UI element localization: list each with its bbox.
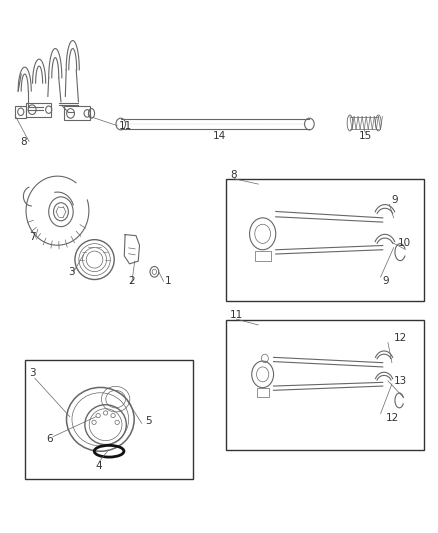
Text: 9: 9 <box>383 277 389 286</box>
Bar <box>26 103 51 117</box>
Bar <box>226 320 424 450</box>
Text: 12: 12 <box>394 333 407 343</box>
Bar <box>226 179 424 301</box>
Text: 8: 8 <box>230 170 237 180</box>
Text: 9: 9 <box>392 195 398 205</box>
Bar <box>25 360 193 479</box>
Bar <box>64 107 90 120</box>
Bar <box>255 251 271 262</box>
Bar <box>257 388 269 397</box>
Text: 7: 7 <box>29 232 36 243</box>
Text: 11: 11 <box>119 120 132 131</box>
Text: 2: 2 <box>128 276 135 286</box>
Text: 8: 8 <box>20 136 27 147</box>
Text: 10: 10 <box>398 238 411 247</box>
Text: 6: 6 <box>46 434 53 445</box>
Text: 3: 3 <box>68 267 75 277</box>
Text: 14: 14 <box>212 131 226 141</box>
Text: 3: 3 <box>29 368 36 378</box>
Text: 4: 4 <box>95 461 102 471</box>
Bar <box>15 106 26 118</box>
Text: 12: 12 <box>386 413 399 423</box>
Text: 15: 15 <box>359 131 372 141</box>
Text: 13: 13 <box>394 376 407 386</box>
Text: 5: 5 <box>145 416 152 426</box>
Text: 1: 1 <box>164 277 171 286</box>
Text: 11: 11 <box>230 310 243 320</box>
